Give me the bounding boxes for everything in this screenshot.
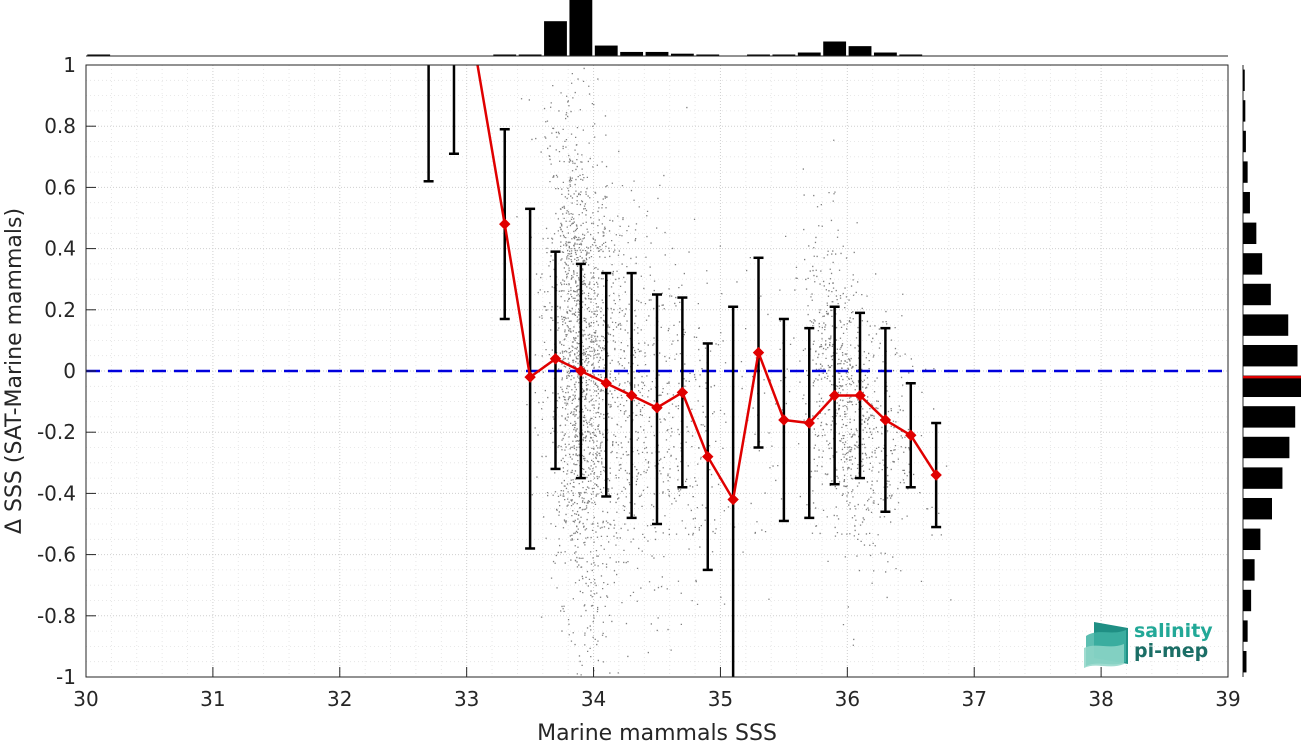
mean-marker (752, 346, 765, 359)
scatter-cloud (516, 67, 952, 676)
top-histogram-bar (772, 54, 796, 56)
top-histogram-bar (544, 21, 567, 56)
mean-marker (879, 414, 892, 426)
logo-text-pi-mep: pi-mep (1134, 640, 1208, 662)
mean-marker (727, 493, 739, 506)
x-tick-label: 39 (1215, 687, 1240, 711)
x-tick-label: 38 (1088, 687, 1113, 711)
right-histogram-bar (1243, 620, 1248, 642)
right-histogram-bar (1243, 375, 1301, 398)
top-histogram-bar (848, 46, 872, 56)
mean-marker (828, 389, 841, 402)
mean-marker (854, 389, 866, 402)
x-tick-label: 35 (708, 687, 733, 711)
right-histogram-bar (1243, 161, 1248, 183)
x-axis-title: Marine mammals SSS (537, 721, 777, 742)
y-tick-label: 0.8 (44, 114, 76, 138)
mean-marker (702, 450, 714, 463)
mean-marker (651, 402, 663, 414)
y-tick-labels: -1 -0.8 -0.6 -0.4 -0.2 0 0.2 0.4 0.6 0.8 1 (37, 53, 76, 689)
axis-ticks (85, 64, 1229, 678)
x-tick-label: 37 (961, 687, 986, 711)
x-tick-label: 34 (581, 687, 606, 711)
x-tick-label: 32 (327, 687, 352, 711)
mean-marker (549, 353, 562, 365)
top-histogram-bar (899, 54, 923, 56)
mean-marker (778, 414, 790, 426)
y-tick-label: -0.6 (37, 543, 76, 567)
error-bar (728, 305, 739, 677)
y-tick-label: 0.6 (44, 175, 76, 199)
mean-marker (600, 377, 612, 389)
main-plot: 30 31 32 33 34 35 36 37 38 39 -1 -0.8 -0.6 -0.4 -0.2 0… (37, 53, 1241, 711)
right-histogram-bar (1243, 650, 1247, 673)
right-histogram-bar (1243, 253, 1263, 275)
top-histogram-bar (594, 45, 618, 56)
y-tick-label: -1 (56, 665, 76, 689)
x-tick-label: 36 (835, 687, 860, 711)
right-histogram-bar (1243, 283, 1271, 306)
scatter-points (516, 67, 952, 676)
y-tick-label: 1 (63, 53, 76, 77)
salinity-pi-mep-logo: salinity pi-mep (1084, 620, 1213, 668)
right-histogram-bar (1243, 191, 1250, 214)
top-histogram-bar (87, 54, 111, 56)
top-histogram-bar (696, 54, 720, 56)
x-tick-label: 33 (454, 687, 479, 711)
y-tick-label: 0 (63, 359, 76, 383)
top-histogram-bar (493, 54, 517, 56)
top-histogram-bar (670, 53, 694, 56)
top-histogram-bar (518, 54, 542, 56)
error-bar (423, 65, 434, 183)
error-bar (448, 65, 459, 155)
mean-marker (930, 469, 942, 481)
right-histogram-bar (1243, 69, 1245, 92)
right-histogram-bar (1243, 314, 1289, 336)
right-histogram-bar (1243, 222, 1257, 245)
y-tick-label: -0.8 (37, 604, 76, 628)
right-histogram-bar (1243, 467, 1283, 489)
mean-marker (524, 371, 536, 383)
top-histogram-bar (747, 54, 770, 56)
y-tick-label: 0.4 (44, 237, 76, 261)
y-tick-label: -0.2 (37, 420, 76, 444)
right-histogram-bar (1243, 528, 1261, 551)
right-histogram-bar (1243, 559, 1255, 581)
wave-logo-icon (1084, 622, 1128, 668)
x-tick-label: 30 (73, 687, 98, 711)
mean-markers (499, 218, 942, 506)
top-histogram-bar (569, 0, 593, 56)
right-histogram-bar (1243, 130, 1246, 153)
y-tick-label: 0.2 (44, 298, 76, 322)
right-histogram-bar (1243, 436, 1290, 459)
right-histogram-bar (1243, 406, 1296, 428)
top-histogram-bar (873, 52, 897, 56)
mean-marker (905, 429, 917, 441)
x-tick-labels: 30 31 32 33 34 35 36 37 38 39 (73, 687, 1240, 711)
mean-marker (499, 218, 511, 230)
top-histogram-bar (797, 52, 821, 56)
top-histogram-bar (620, 51, 644, 56)
mean-marker (803, 417, 815, 429)
right-histogram-bar (1243, 589, 1252, 612)
y-axis-title: Δ SSS (SAT-Marine mammals) (2, 208, 27, 534)
right-histogram-bar (1243, 344, 1298, 367)
mean-marker (625, 389, 638, 402)
right-histogram (1242, 65, 1301, 677)
top-histogram (86, 0, 1228, 57)
y-tick-label: -0.4 (37, 481, 76, 505)
right-histogram-bar (1243, 497, 1272, 520)
mean-marker (575, 365, 587, 377)
logo-text-salinity: salinity (1134, 620, 1213, 642)
top-histogram-bar (823, 41, 847, 56)
top-histogram-bar (645, 51, 669, 56)
mean-marker (676, 386, 689, 399)
x-tick-label: 31 (200, 687, 225, 711)
right-histogram-bar (1243, 100, 1246, 122)
